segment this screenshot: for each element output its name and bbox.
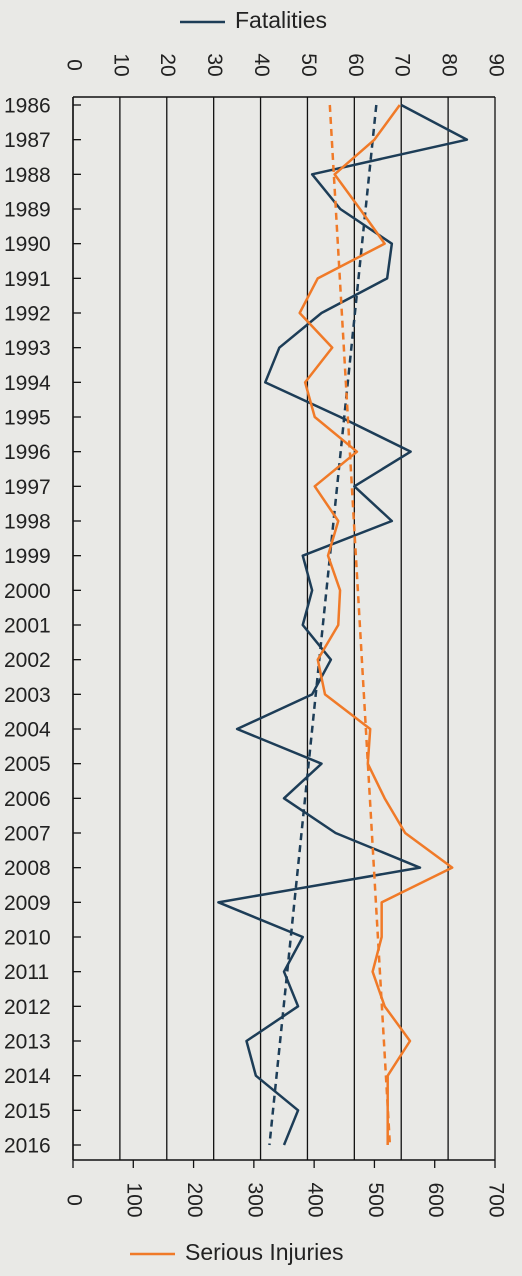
y-tick-label: 10 — [109, 53, 132, 76]
x-tick-label: 2008 — [4, 857, 51, 880]
y-tick-label: 0 — [62, 59, 85, 71]
legend-label: Fatalities — [235, 7, 327, 33]
y-tick-label: 80 — [438, 53, 461, 76]
x-tick-label: 1991 — [4, 268, 51, 291]
x-tick-label: 2007 — [4, 823, 51, 846]
y2-tick-label: 100 — [123, 1182, 146, 1217]
x-tick-label: 1995 — [4, 407, 51, 430]
x-tick-label: 2009 — [4, 892, 51, 915]
y-tick-label: 30 — [203, 53, 226, 76]
x-tick-label: 2000 — [4, 580, 51, 603]
x-tick-label: 2010 — [4, 927, 51, 950]
trend-line — [268, 104, 378, 1146]
x-tick-label: 1997 — [4, 476, 51, 499]
trend-line — [328, 104, 392, 1146]
y2-tick-label: 0 — [62, 1194, 85, 1206]
x-tick-label: 2006 — [4, 788, 51, 811]
x-tick-label: 1994 — [4, 372, 51, 395]
x-tick-label: 1989 — [4, 199, 51, 222]
series-line — [298, 104, 454, 1145]
series-line — [217, 103, 469, 1146]
x-tick-label: 2014 — [4, 1065, 51, 1088]
x-tick-label: 2003 — [4, 684, 51, 707]
x-tick-label: 2001 — [4, 615, 51, 638]
y-tick-label: 90 — [484, 53, 507, 76]
x-tick-label: 2002 — [4, 649, 51, 672]
x-tick-label: 1999 — [4, 545, 51, 568]
x-tick-label: 2004 — [4, 719, 51, 742]
x-tick-label: 2012 — [4, 996, 51, 1019]
x-tick-label: 2015 — [4, 1100, 51, 1123]
y-tick-label: 50 — [297, 53, 320, 76]
y2-tick-label: 400 — [304, 1182, 327, 1217]
y2-tick-label: 600 — [424, 1182, 447, 1217]
x-tick-label: 1986 — [4, 95, 51, 118]
x-tick-label: 1996 — [4, 441, 51, 464]
x-tick-label: 2011 — [4, 961, 49, 984]
x-tick-label: 1992 — [4, 303, 51, 326]
x-tick-label: 1993 — [4, 337, 51, 360]
x-tick-label: 2016 — [4, 1135, 51, 1158]
x-tick-label: 1987 — [4, 129, 51, 152]
y2-tick-label: 700 — [484, 1182, 507, 1217]
y-tick-label: 60 — [344, 53, 367, 76]
y2-tick-label: 200 — [183, 1182, 206, 1217]
x-tick-label: 2013 — [4, 1031, 51, 1054]
y-tick-label: 20 — [156, 53, 179, 76]
x-tick-label: 1998 — [4, 511, 51, 534]
y-tick-label: 40 — [250, 53, 273, 76]
x-tick-label: 2005 — [4, 753, 51, 776]
y-tick-label: 70 — [391, 53, 414, 76]
legend-label: Serious Injuries — [185, 1239, 344, 1265]
x-tick-label: 1990 — [4, 233, 51, 256]
y2-tick-label: 500 — [364, 1182, 387, 1217]
x-tick-label: 1988 — [4, 164, 51, 187]
y2-tick-label: 300 — [243, 1182, 266, 1217]
